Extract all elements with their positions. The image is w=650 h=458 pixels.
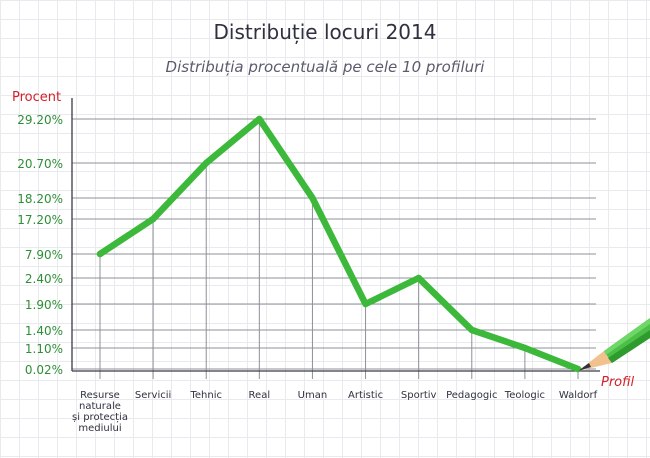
y-tick-labels: 29.20% 20.70% 18.20% 17.20% 7.90% 2.40% 1.90% 1… [17,113,63,377]
x-category-label: Teologic [504,390,545,401]
y-tick-label: 0.02% [25,363,63,377]
chart-subtitle: Distribuția procentuală pe cele 10 profi… [165,58,485,76]
x-category-label: Pedagogic [446,390,497,401]
x-axis-label: Profil [601,375,635,390]
y-tick-label: 7.90% [25,248,63,262]
x-category-label: Resurse naturale și protecția mediului [72,390,128,434]
y-tick-label: 18.20% [17,192,63,206]
x-category-label: Artistic [348,390,383,401]
x-category-labels: Resurse naturale și protecția mediului Servi… [72,390,598,434]
y-tick-label: 2.40% [25,272,63,286]
y-tick-label: 1.10% [25,342,63,356]
data-point [468,326,475,334]
series-line [96,115,582,373]
chart-axes: Procent Profil [12,90,635,390]
chart-title: Distribuție locuri 2014 [213,20,437,44]
x-category-label: Tehnic [189,390,222,401]
data-point [521,344,529,352]
data-point [96,250,104,258]
y-tick-label: 1.90% [25,298,63,312]
y-axis-label: Procent [12,90,61,105]
data-series [96,115,582,373]
x-category-label: Real [249,390,271,401]
data-point [309,194,316,202]
x-category-label: Sportiv [401,390,437,401]
y-tick-label: 17.20% [17,213,63,227]
data-point [362,300,369,308]
data-point [415,274,422,282]
pencil-icon [578,318,650,371]
x-category-label: Waldorf [559,390,598,401]
data-point [574,365,582,373]
data-point [149,215,157,223]
y-tick-label: 1.40% [25,324,63,338]
data-point [256,115,263,123]
x-category-label: Servicii [135,390,171,401]
data-point [203,159,210,167]
chart-grid [72,118,596,379]
x-category-label: Uman [298,390,328,401]
y-tick-label: 29.20% [17,113,63,127]
y-tick-label: 20.70% [17,157,63,171]
